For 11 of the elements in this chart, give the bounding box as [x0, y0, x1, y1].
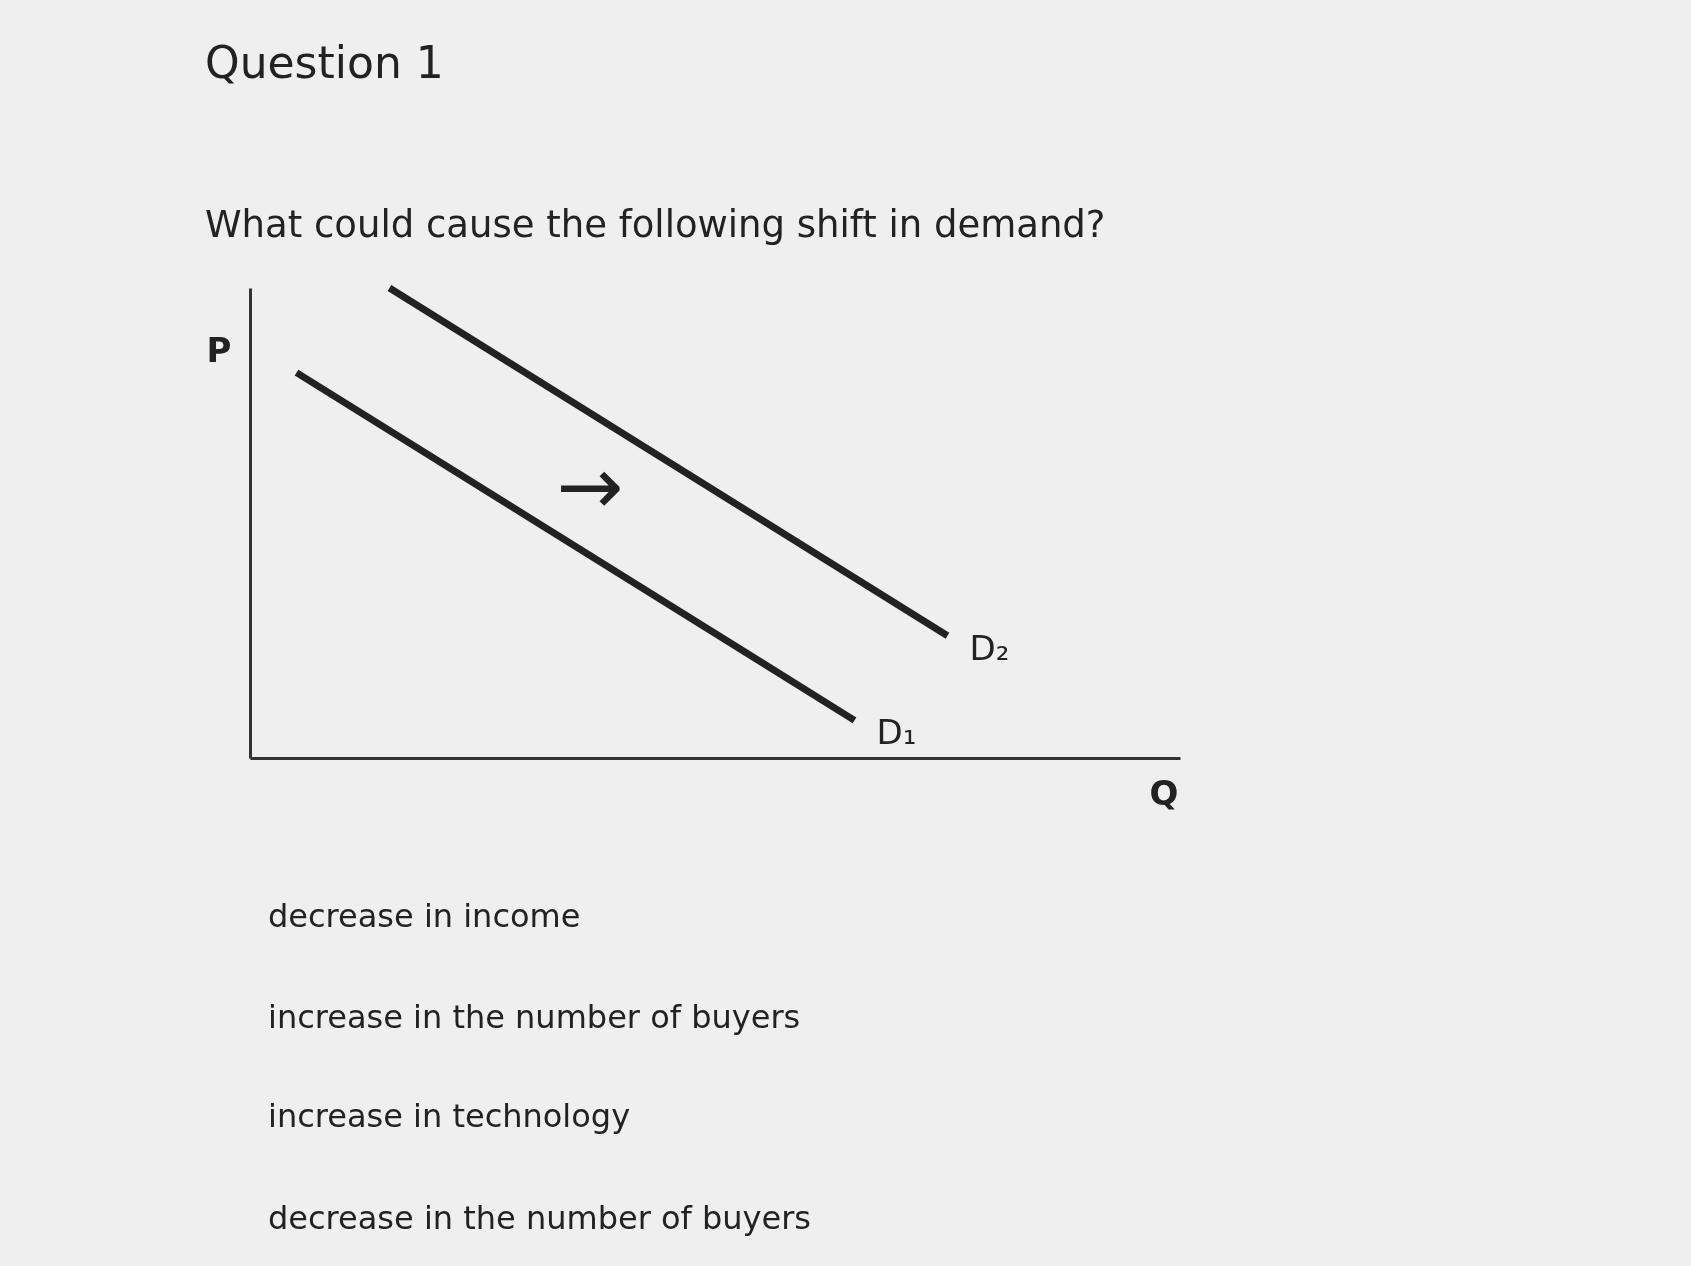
text: increase in the number of buyers	[268, 998, 801, 1036]
text: decrease in income	[268, 897, 581, 935]
annotation: →	[556, 440, 624, 533]
series-label: D₁	[876, 712, 917, 753]
y-axis-title: P	[206, 330, 232, 370]
chart-title: Question 1	[205, 37, 444, 88]
chart-subtitle: What could cause the following shift in demand?	[205, 203, 1106, 246]
x-axis-title: Q	[1149, 773, 1179, 813]
text: increase in technology	[268, 1097, 631, 1135]
series-label: D₂	[969, 627, 1010, 668]
text: decrease in the number of buyers	[268, 1199, 812, 1237]
